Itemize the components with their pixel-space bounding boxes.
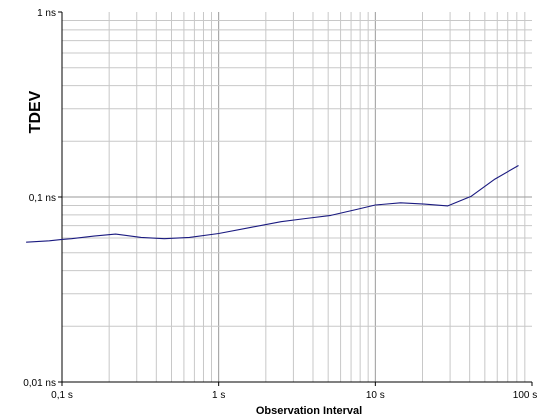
- x-axis-title: Observation Interval: [256, 405, 362, 417]
- x-tick-label: 0,1 s: [51, 390, 73, 401]
- y-tick-labels: 0,01 ns 0,1 ns 1 ns: [23, 8, 56, 389]
- x-tick-label: 1 s: [212, 390, 225, 401]
- x-tick-label: 100 s: [513, 390, 537, 401]
- y-tick-label: 0,1 ns: [29, 193, 56, 204]
- x-tick-labels: 0,1 s 1 s 10 s 100 s: [51, 390, 537, 401]
- y-axis-title: TDEV: [27, 90, 44, 133]
- y-tick-label: 1 ns: [37, 8, 56, 19]
- grid-lines: [62, 12, 532, 382]
- axes: [58, 11, 533, 386]
- series-layer: [26, 165, 519, 243]
- x-tick-label: 10 s: [366, 390, 385, 401]
- tdev-series-line: [26, 165, 519, 243]
- y-tick-label: 0,01 ns: [23, 378, 56, 389]
